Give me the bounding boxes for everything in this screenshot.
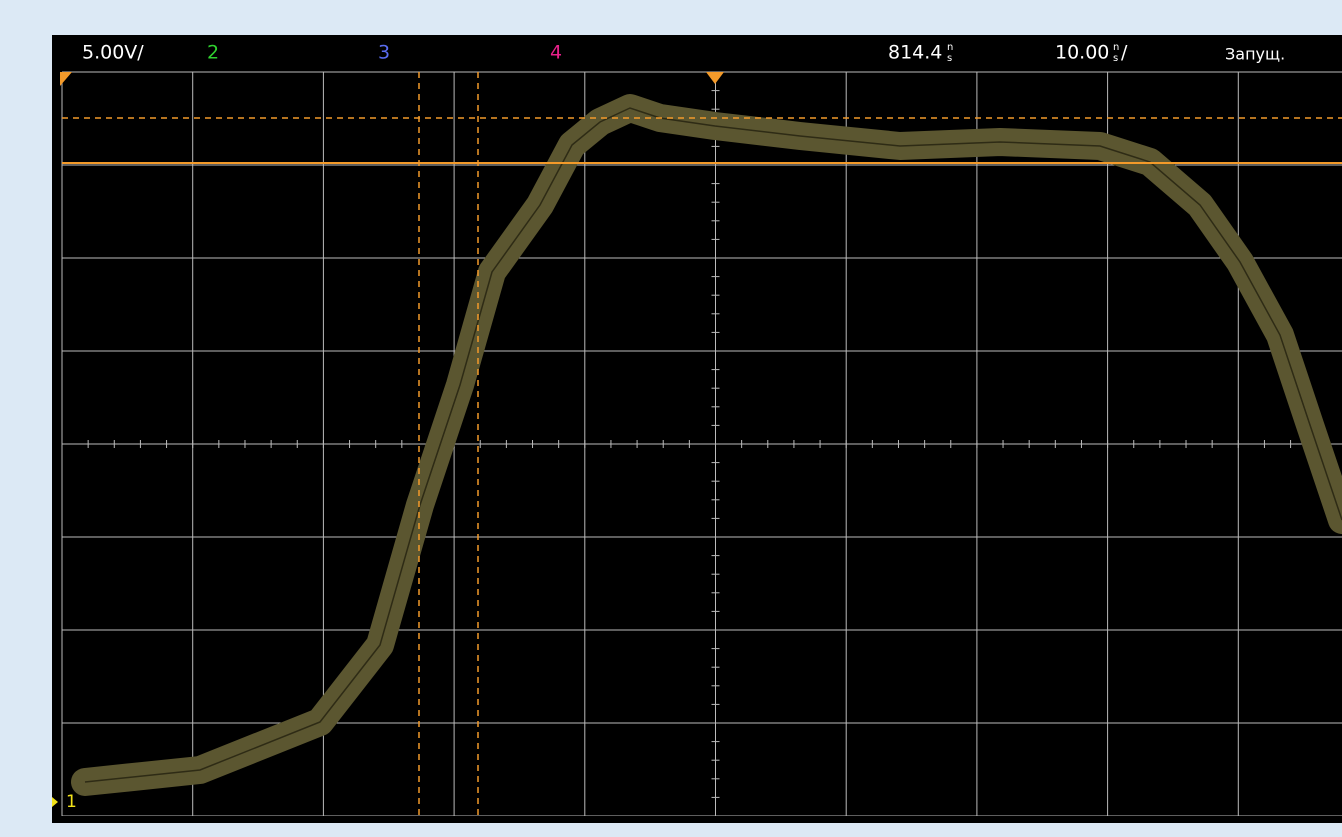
channel-3: 3	[378, 42, 390, 64]
time-offset-unit-bottom: s	[947, 53, 952, 64]
time-offset-unit-top: n	[947, 42, 953, 53]
time-per-div: 10.00	[1055, 42, 1109, 64]
time-offset: 814.4	[888, 42, 942, 64]
time-per-div-unit-top: n	[1113, 42, 1119, 53]
channel-1-label: 1	[66, 792, 77, 812]
channel-4: 4	[550, 42, 562, 64]
header-bar	[52, 35, 1342, 71]
run-status: Запущ.	[1225, 45, 1285, 64]
time-per-div-unit-bottom: s	[1113, 53, 1118, 64]
time-per-div-suffix: /	[1121, 42, 1128, 64]
page: 1 5.00V/ 2 3 4 814.4 n s 10.00 n s / Зап…	[0, 0, 1342, 837]
channel-2: 2	[207, 42, 219, 64]
volts-per-div: 5.00V/	[82, 42, 144, 64]
screen-bottom	[52, 816, 1342, 823]
oscilloscope-screen: 1 5.00V/ 2 3 4 814.4 n s 10.00 n s / Зап…	[0, 0, 1342, 837]
